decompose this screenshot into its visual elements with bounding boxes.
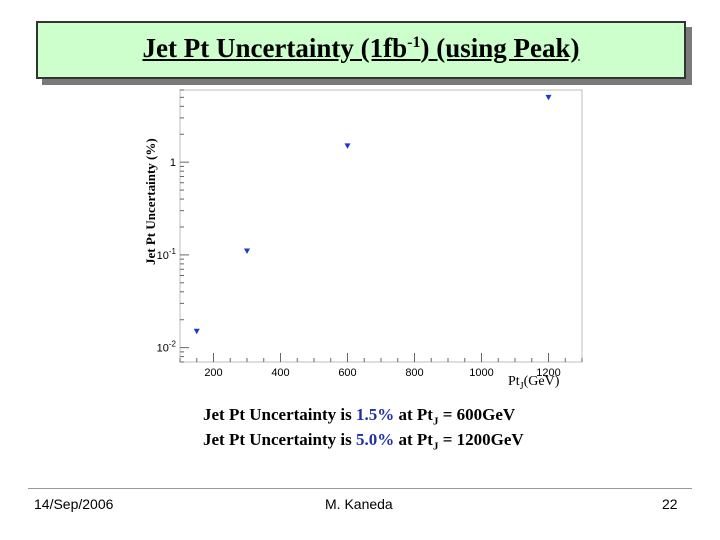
slide-title: Jet Pt Uncertainty (1fb-1) (using Peak) — [142, 33, 580, 63]
footer-date: 14/Sep/2006 — [34, 496, 114, 512]
x-tick-label: 1200 — [536, 367, 560, 379]
x-tick-label: 800 — [405, 367, 423, 379]
data-point — [193, 328, 200, 335]
x-tick-label: 600 — [338, 367, 356, 379]
y-tick-label: 10-2 — [157, 340, 177, 355]
footer-author: M. Kaneda — [325, 496, 393, 512]
uncertainty-chart: 200 400 600 800 1000 1200 1 10-1 10-2 — [157, 89, 583, 379]
note-1200gev: Jet Pt Uncertainty is 5.0% at PtJ = 1200… — [203, 430, 524, 453]
x-tick-label: 400 — [271, 367, 289, 379]
data-point — [344, 143, 351, 149]
plot-frame — [179, 89, 583, 363]
data-point — [244, 248, 250, 255]
note-600gev: Jet Pt Uncertainty is 1.5% at PtJ = 600G… — [203, 405, 516, 428]
x-tick-label: 1000 — [469, 367, 493, 379]
title-box: Jet Pt Uncertainty (1fb-1) (using Peak) — [36, 21, 686, 79]
y-tick-label: 1 — [170, 157, 176, 169]
footer-divider — [28, 488, 692, 489]
x-axis-label: PtJ(GeV) — [508, 374, 560, 392]
footer-page-number: 22 — [662, 496, 678, 512]
x-tick-label: 200 — [204, 367, 222, 379]
y-tick-label: 10-1 — [157, 247, 177, 262]
data-point — [545, 94, 552, 101]
